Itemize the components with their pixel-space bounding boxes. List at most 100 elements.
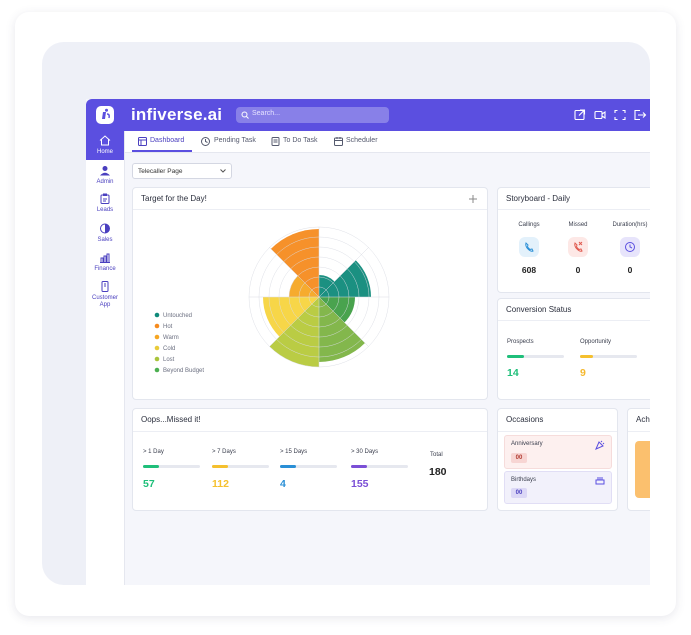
nav-home[interactable]: Home xyxy=(86,131,124,160)
header-icons[interactable] xyxy=(574,109,650,121)
active-tab-indicator xyxy=(132,150,192,152)
metric-label: > 1 Day xyxy=(143,449,164,455)
nav-label: Finance xyxy=(94,266,116,272)
metric-value: 112 xyxy=(212,478,229,490)
nav-finance[interactable]: Finance xyxy=(86,252,124,273)
search-box[interactable]: Search... xyxy=(236,107,389,123)
occasion-label: Birthdays xyxy=(511,477,537,483)
tab[interactable]: Pending Task xyxy=(214,137,256,144)
todo-icon xyxy=(271,137,280,146)
legend-dot xyxy=(154,345,160,351)
party-icon xyxy=(595,440,605,450)
occasion-row[interactable]: Anniversary 00 xyxy=(504,435,612,469)
nav-label: Admin xyxy=(96,179,114,185)
card-title: Storyboard - Daily xyxy=(506,194,571,203)
divider xyxy=(628,431,650,432)
nav-label: Sales xyxy=(97,237,113,243)
missed-icon xyxy=(568,237,588,257)
legend-label: Cold xyxy=(163,346,175,352)
card-title: Target for the Day! xyxy=(141,194,207,203)
card-title: Conversion Status xyxy=(506,305,572,314)
legend-label: Warm xyxy=(163,335,179,341)
tab-bar: Dashboard Pending Task To Do Task Schedu… xyxy=(125,131,650,153)
add-button[interactable] xyxy=(468,194,478,204)
metric-value: 155 xyxy=(351,478,369,490)
wedge xyxy=(270,229,319,297)
occasions-card: Occasions Anniversary 00 Birthdays 00 xyxy=(497,408,618,511)
progress-bar xyxy=(280,465,337,468)
progress-bar xyxy=(351,465,408,468)
cake-icon xyxy=(595,477,605,485)
card-title: Oops...Missed it! xyxy=(141,415,201,424)
metric-value: 14 xyxy=(507,367,519,379)
occasion-label: Anniversary xyxy=(511,441,543,447)
spoke xyxy=(269,247,320,298)
duration-icon xyxy=(620,237,640,257)
progress-bar xyxy=(143,465,200,468)
metric-value: 608 xyxy=(521,265,537,275)
conversion-card: Conversion Status Prospects 14 Opportuni… xyxy=(497,298,650,400)
scheduler-icon xyxy=(334,137,343,146)
achievements-card: Achi xyxy=(627,408,650,511)
metric-value: 57 xyxy=(143,478,155,490)
dropdown-caret xyxy=(220,169,226,173)
sales-icon xyxy=(100,223,110,234)
metric-value: 9 xyxy=(580,367,586,379)
spoke xyxy=(269,296,320,347)
polar-chart: Untouched Hot Warm Cold Lost Beyond Budget xyxy=(154,226,390,374)
metric-label: > 30 Days xyxy=(351,449,379,455)
admin-icon xyxy=(100,166,110,176)
logo-icon xyxy=(102,108,110,119)
total-label: Total xyxy=(430,452,443,458)
divider xyxy=(498,209,650,210)
metric-label: Duration(hrs) xyxy=(612,222,648,228)
occasion-row[interactable]: Birthdays 00 xyxy=(504,471,612,504)
total-value: 180 xyxy=(429,466,447,478)
customer-app-icon xyxy=(101,281,109,292)
legend-dot xyxy=(154,334,160,340)
header: infiverse.ai Search... xyxy=(86,99,650,131)
metric-value: 0 xyxy=(575,265,581,275)
metric-value: 0 xyxy=(627,265,633,275)
nav-label: Leads xyxy=(96,207,114,213)
tab[interactable]: Scheduler xyxy=(346,137,378,144)
progress-bar xyxy=(507,355,564,358)
app-window: infiverse.ai Search... Home Admin Leads xyxy=(86,99,650,585)
nav-admin[interactable]: Admin xyxy=(86,165,124,186)
missed-card: Oops...Missed it! > 1 Day 57 > 7 Days 112 > … xyxy=(132,408,488,511)
pending-icon xyxy=(201,137,210,146)
legend-dot xyxy=(154,323,160,329)
spoke xyxy=(318,247,369,298)
nav-label: Customer App xyxy=(91,295,118,308)
brand: infiverse.ai xyxy=(131,105,223,124)
achievement-tile xyxy=(635,441,650,498)
metric-label: Callings xyxy=(518,222,540,228)
metric-label: Opportunity xyxy=(580,339,612,345)
nav-leads[interactable]: Leads xyxy=(86,193,124,214)
legend-dot xyxy=(154,367,160,373)
divider xyxy=(133,431,487,432)
sidebar: Home Admin Leads Sales Finance Customer … xyxy=(86,131,125,585)
wedge xyxy=(319,297,355,323)
metric-label: > 15 Days xyxy=(280,449,308,455)
legend-label: Beyond Budget xyxy=(163,368,204,374)
panel: infiverse.ai Search... Home Admin Leads xyxy=(42,42,650,585)
nav-sales[interactable]: Sales xyxy=(86,223,124,244)
search-icon xyxy=(241,111,249,119)
metric-label: Missed xyxy=(568,222,588,228)
metric-value: 4 xyxy=(280,478,286,490)
nav-customer-app[interactable]: Customer App xyxy=(86,281,124,309)
spoke xyxy=(318,296,369,347)
leads-icon xyxy=(100,193,110,204)
dashboard-icon xyxy=(138,137,147,146)
divider xyxy=(498,320,650,321)
page-dropdown[interactable]: Telecaller Page xyxy=(132,163,232,179)
tab[interactable]: Dashboard xyxy=(150,137,185,144)
progress-bar xyxy=(212,465,269,468)
tab[interactable]: To Do Task xyxy=(283,137,318,144)
target-card: Target for the Day! Untouched Hot Warm Cold… xyxy=(132,187,488,400)
metric-label: Prospects xyxy=(507,339,534,345)
logo[interactable] xyxy=(96,106,114,124)
divider xyxy=(133,209,487,210)
